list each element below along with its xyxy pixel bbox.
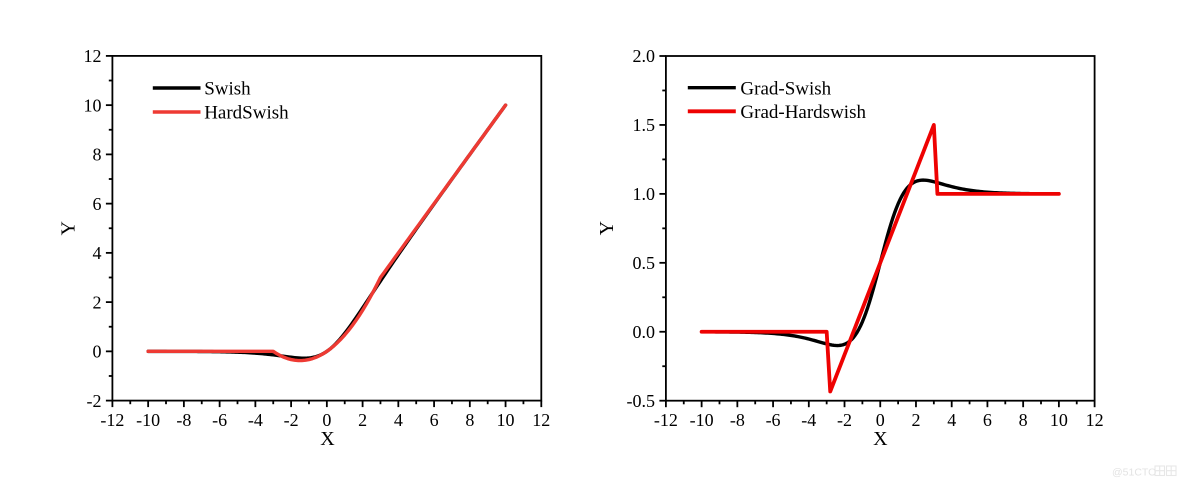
svg-text:-4: -4 xyxy=(801,410,816,430)
svg-text:-10: -10 xyxy=(136,410,160,430)
svg-text:Y: Y xyxy=(58,221,80,235)
svg-text:Swish: Swish xyxy=(204,79,251,100)
svg-text:12: 12 xyxy=(532,410,550,430)
svg-text:2.0: 2.0 xyxy=(633,46,656,66)
svg-text:Y: Y xyxy=(596,221,618,235)
svg-text:-12: -12 xyxy=(100,410,124,430)
svg-text:0: 0 xyxy=(876,410,885,430)
svg-text:-2: -2 xyxy=(284,410,299,430)
svg-text:0.5: 0.5 xyxy=(633,253,656,273)
svg-text:-0.5: -0.5 xyxy=(627,391,656,411)
svg-text:12: 12 xyxy=(1086,410,1104,430)
svg-text:HardSwish: HardSwish xyxy=(204,103,289,124)
svg-text:8: 8 xyxy=(1019,410,1028,430)
svg-text:Grad-Swish: Grad-Swish xyxy=(740,78,831,99)
svg-text:1.5: 1.5 xyxy=(633,115,656,135)
svg-text:8: 8 xyxy=(93,145,102,165)
svg-text:10: 10 xyxy=(497,410,515,430)
svg-text:2: 2 xyxy=(93,292,102,312)
svg-text:X: X xyxy=(873,428,888,450)
svg-text:Grad-Hardswish: Grad-Hardswish xyxy=(740,102,866,123)
svg-text:4: 4 xyxy=(947,410,956,430)
svg-text:-6: -6 xyxy=(212,410,227,430)
svg-text:0: 0 xyxy=(93,342,102,362)
svg-text:@51CTO: @51CTO xyxy=(1112,467,1156,479)
svg-text:-2: -2 xyxy=(87,391,102,411)
svg-text:4: 4 xyxy=(93,243,102,263)
svg-text:2: 2 xyxy=(358,410,367,430)
svg-text:10: 10 xyxy=(84,95,102,115)
svg-text:10: 10 xyxy=(1050,410,1068,430)
svg-text:6: 6 xyxy=(93,194,102,214)
svg-text:8: 8 xyxy=(465,410,474,430)
svg-text:6: 6 xyxy=(983,410,992,430)
svg-text:2: 2 xyxy=(911,410,920,430)
svg-text:0.0: 0.0 xyxy=(633,322,656,342)
svg-text:-12: -12 xyxy=(654,410,678,430)
svg-text:12: 12 xyxy=(84,46,102,66)
svg-text:1.0: 1.0 xyxy=(633,184,656,204)
svg-text:-8: -8 xyxy=(730,410,745,430)
svg-text:X: X xyxy=(320,428,335,450)
svg-text:-6: -6 xyxy=(766,410,781,430)
svg-text:0: 0 xyxy=(322,410,331,430)
svg-text:-4: -4 xyxy=(248,410,263,430)
svg-text:4: 4 xyxy=(394,410,403,430)
svg-text:6: 6 xyxy=(430,410,439,430)
svg-text:-8: -8 xyxy=(176,410,191,430)
svg-text:-2: -2 xyxy=(837,410,852,430)
svg-text:-10: -10 xyxy=(690,410,714,430)
